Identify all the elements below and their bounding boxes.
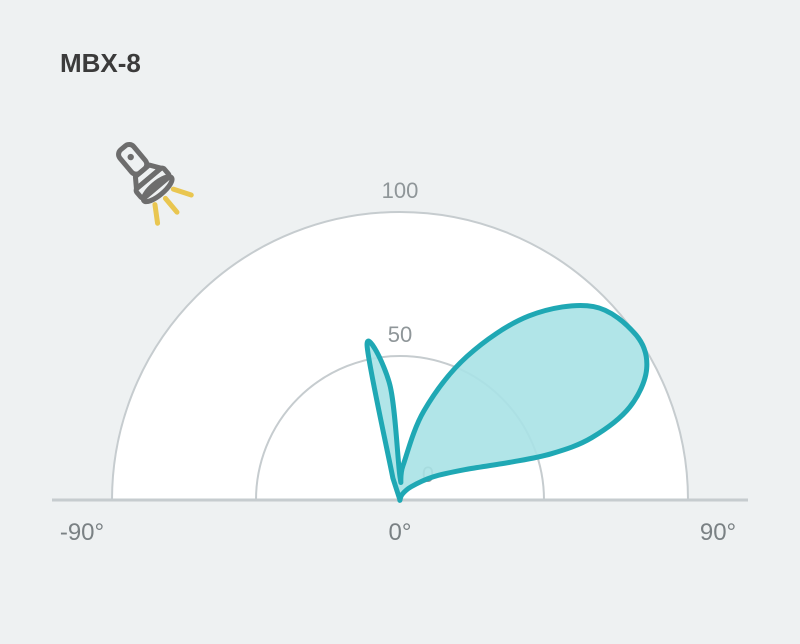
radial-label-50: 50 (388, 322, 412, 347)
radial-label-100: 100 (382, 178, 419, 203)
polar-chart: 100 50 0 -90° 0° 90° (0, 0, 800, 644)
flashlight-icon (106, 134, 194, 227)
angle-label-0: 0° (389, 519, 412, 546)
angle-label-neg90: -90° (60, 519, 104, 546)
angle-label-pos90: 90° (700, 519, 736, 546)
